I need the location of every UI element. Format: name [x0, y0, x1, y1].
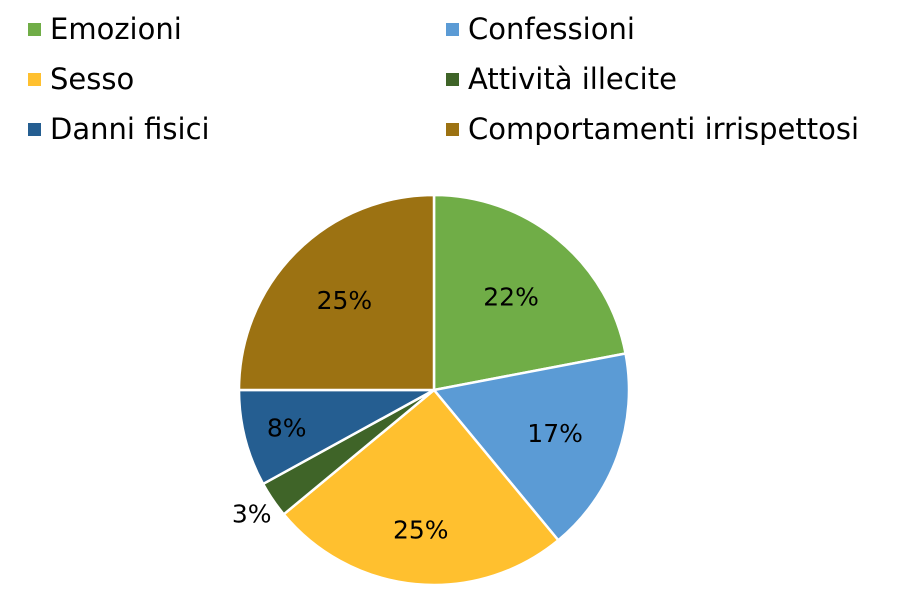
legend-label: Attività illecite [468, 62, 677, 96]
legend-item-comportamenti-irrispettosi: Comportamenti irrispettosi [446, 106, 876, 152]
data-label-3: 25% [393, 515, 449, 544]
legend-label: Comportamenti irrispettosi [468, 112, 860, 146]
data-label-6: 25% [317, 286, 373, 315]
data-label-1: 22% [483, 282, 539, 311]
pie-slice-2 [432, 352, 631, 542]
legend-swatch [28, 122, 41, 136]
legend-item-sesso: Sesso [28, 56, 446, 102]
legend-swatch [446, 72, 459, 86]
data-label-2: 17% [527, 419, 583, 448]
legend-label: Sesso [50, 62, 135, 96]
legend-item-emozioni: Emozioni [28, 6, 446, 52]
legend-swatch [446, 22, 459, 36]
data-label-4: 3% [232, 499, 272, 528]
legend-label: Confessioni [468, 12, 635, 46]
legend-item-attivita-illecite: Attività illecite [446, 56, 876, 102]
pie-slice-6 [237, 193, 436, 392]
legend-label: Danni fisici [50, 112, 210, 146]
pie-slice-5 [237, 388, 436, 486]
legend-item-confessioni: Confessioni [446, 6, 876, 52]
legend-swatch [28, 72, 41, 86]
legend-label: Emozioni [50, 12, 182, 46]
pie-slice-3 [282, 388, 560, 587]
legend-swatch [28, 22, 41, 36]
legend-item-danni-fisici: Danni fisici [28, 106, 446, 152]
pie-slice-1 [432, 193, 627, 392]
data-label-5: 8% [267, 413, 307, 442]
chart-legend: Emozioni Confessioni Sesso Attività ille… [28, 6, 888, 152]
legend-swatch [446, 122, 459, 136]
